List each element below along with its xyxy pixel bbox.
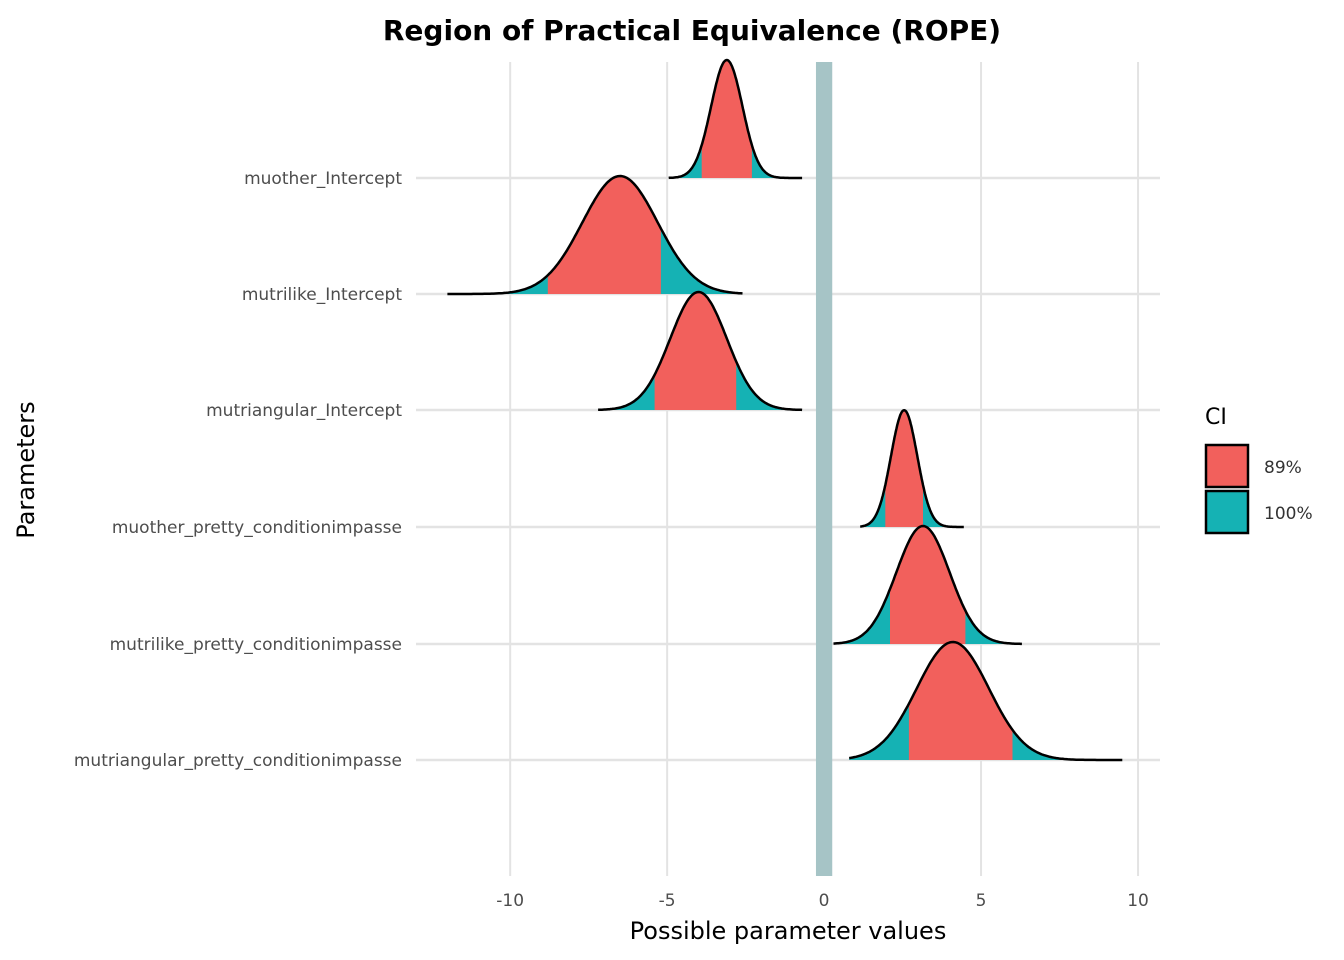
y-axis-title: Parameters: [12, 401, 40, 538]
legend-swatch: [1204, 489, 1250, 535]
legend-title: CI: [1205, 405, 1227, 430]
legend-swatch: [1204, 443, 1250, 489]
ridge-area-89: [908, 642, 1013, 760]
x-tick-label: 0: [819, 891, 830, 911]
grid: [416, 62, 1160, 876]
y-tick-label: mutriangular_pretty_conditionimpasse: [74, 751, 402, 771]
ridge-outline: [447, 174, 743, 296]
ridges: [447, 58, 1123, 762]
ridge-area-89: [885, 410, 923, 527]
y-tick-label: muother_Intercept: [244, 169, 402, 189]
x-axis-title: Possible parameter values: [630, 917, 947, 945]
chart-title: Region of Practical Equivalence (ROPE): [383, 14, 1001, 47]
rope-band: [815, 62, 833, 876]
ridge-area-89: [547, 176, 661, 294]
x-tick-label: -5: [659, 891, 676, 911]
y-tick-label: mutrilike_Intercept: [242, 285, 402, 305]
ridge-muother_pretty_conditionimpasse: [859, 408, 965, 529]
y-tick-label: mutrilike_pretty_conditionimpasse: [110, 635, 402, 655]
ridge-mutriangular_Intercept: [598, 290, 803, 412]
legend-label: 100%: [1264, 504, 1313, 524]
ridge-outline: [833, 524, 1022, 646]
x-tick-label: 5: [976, 891, 987, 911]
ridge-muother_Intercept: [668, 58, 803, 180]
y-tick-label: muother_pretty_conditionimpasse: [112, 518, 402, 538]
ridge-outline: [848, 640, 1123, 762]
ridge-mutrilike_Intercept: [447, 174, 743, 296]
x-tick-label: -10: [496, 891, 524, 911]
ridge-area-89: [701, 60, 752, 178]
x-tick-labels: -10 -5 0 5 10: [496, 891, 1149, 911]
ridge-mutrilike_pretty_conditionimpasse: [833, 524, 1022, 646]
ridge-outline: [598, 290, 803, 412]
legend-label: 89%: [1264, 458, 1302, 478]
x-tick-label: 10: [1127, 891, 1149, 911]
ridge-mutriangular_pretty_conditionimpasse: [848, 640, 1123, 762]
legend: CI 89% 100%: [1204, 405, 1313, 535]
ridge-outline: [859, 408, 965, 529]
y-tick-label: mutriangular_Intercept: [206, 401, 402, 421]
ridge-area-89: [890, 526, 966, 644]
ridge-outline: [668, 58, 803, 180]
rope-band-layer: [815, 62, 833, 876]
ridge-area-89: [654, 292, 737, 410]
y-tick-labels: muother_Intercept mutrilike_Interceptmutr…: [74, 169, 402, 771]
